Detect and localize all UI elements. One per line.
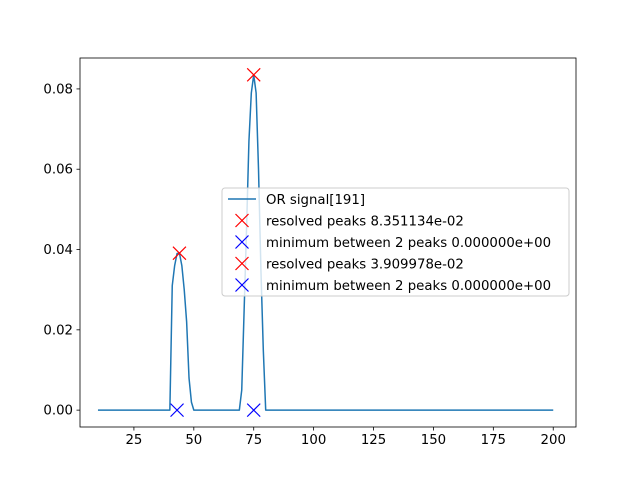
marker-0-stroke-b xyxy=(246,67,261,82)
legend-marker-swatch xyxy=(235,256,249,271)
plot-markers-layer xyxy=(170,67,261,418)
legend-label: resolved peaks 8.351134e-02 xyxy=(266,214,464,229)
y-tick-label: 0.04 xyxy=(43,243,73,258)
y-axis: 0.00 0.02 0.04 0.06 0.08 xyxy=(43,82,80,419)
legend-entry: resolved peaks 8.351134e-02 xyxy=(235,213,464,229)
x-tick-label: 25 xyxy=(125,433,142,448)
y-tick-label: 0.08 xyxy=(43,82,73,97)
marker-2 xyxy=(172,246,187,261)
x-tick-label: 75 xyxy=(245,433,262,448)
y-tick-label: 0.00 xyxy=(43,404,73,419)
legend-marker-swatch xyxy=(235,235,249,249)
x-tick-label: 125 xyxy=(361,433,386,448)
x-tick-label: 100 xyxy=(301,433,326,448)
legend-label: resolved peaks 3.909978e-02 xyxy=(266,257,464,272)
legend-label: minimum between 2 peaks 0.000000e+00 xyxy=(266,236,551,251)
y-tick-label: 0.06 xyxy=(43,163,73,178)
legend-entry: OR signal[191] xyxy=(228,193,365,208)
legend-entry: minimum between 2 peaks 0.000000e+00 xyxy=(235,235,551,251)
legend-entry: resolved peaks 3.909978e-02 xyxy=(235,256,464,272)
x-axis: 25 50 75 100 125 150 175 200 xyxy=(125,427,566,448)
legend-marker-swatch xyxy=(235,278,249,292)
axes-frame xyxy=(79,57,577,428)
marker-3 xyxy=(170,403,184,418)
marker-1 xyxy=(246,403,261,418)
x-tick-label: 200 xyxy=(541,433,566,448)
x-tick-label: 175 xyxy=(481,433,506,448)
legend-entry: minimum between 2 peaks 0.000000e+00 xyxy=(235,278,551,294)
y-tick-label: 0.02 xyxy=(43,323,73,338)
marker-0 xyxy=(246,67,261,82)
legend: OR signal[191] resolved peaks 8.351134e-0… xyxy=(221,187,570,297)
legend-box xyxy=(221,187,570,297)
legend-label: OR signal[191] xyxy=(266,193,365,208)
marker-2-stroke-b xyxy=(172,246,187,261)
x-tick-label: 150 xyxy=(421,433,446,448)
marker-3-stroke-b xyxy=(170,403,184,418)
legend-marker-swatch xyxy=(235,213,249,228)
x-tick-label: 50 xyxy=(185,433,202,448)
marker-1-stroke-b xyxy=(246,403,261,418)
legend-label: minimum between 2 peaks 0.000000e+00 xyxy=(266,279,551,294)
